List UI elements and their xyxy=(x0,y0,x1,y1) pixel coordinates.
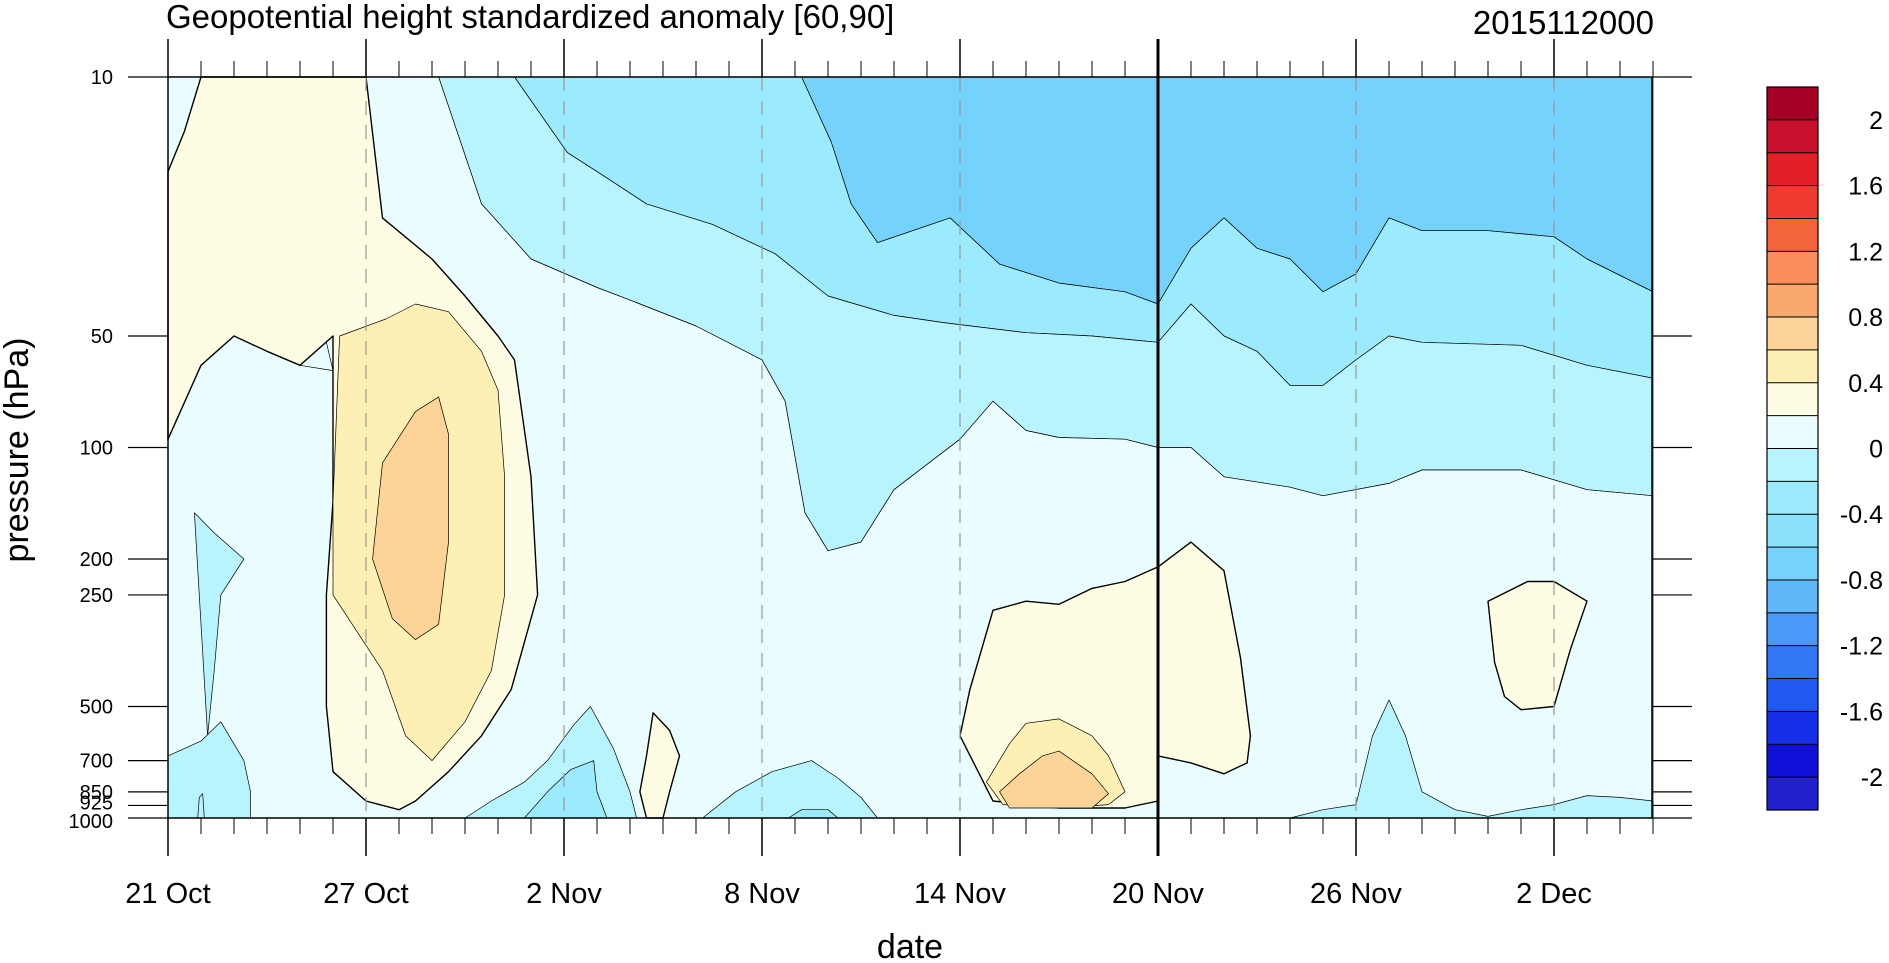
colorbar-box-20 xyxy=(1767,744,1818,778)
x-tick-label-3: 8 Nov xyxy=(724,878,800,910)
colorbar-box-9 xyxy=(1767,382,1818,417)
x-tick-label-6: 26 Nov xyxy=(1310,878,1402,910)
colorbar-box-16 xyxy=(1767,612,1818,647)
colorbar-box-11 xyxy=(1767,448,1818,482)
colorbar-box-0 xyxy=(1767,87,1818,121)
x-tick-label-4: 14 Nov xyxy=(914,878,1006,910)
colorbar-label-6: -0.4 xyxy=(1840,501,1883,529)
colorbar-box-5 xyxy=(1767,251,1818,285)
colorbar-box-4 xyxy=(1767,218,1818,252)
contour-region-11 xyxy=(1487,580,1588,711)
analysis-date-label: 2015112000 xyxy=(1473,4,1654,41)
x-tick-label-7: 2 Dec xyxy=(1516,878,1592,910)
colorbar-box-7 xyxy=(1767,317,1818,351)
colorbar-label-2: 1.2 xyxy=(1848,238,1883,266)
contour-region-19 xyxy=(1289,699,1654,819)
colorbar-box-15 xyxy=(1767,579,1818,614)
contour-region-6 xyxy=(372,396,449,640)
contour-region-9 xyxy=(999,750,1109,809)
y-tick-label-0: 10 xyxy=(91,67,113,89)
colorbar-box-1 xyxy=(1767,119,1818,154)
y-tick-label-8: 925 xyxy=(80,792,113,814)
contour-region-17 xyxy=(702,760,878,819)
colorbar-label-0: 2 xyxy=(1869,107,1883,135)
colorbar: 2 1.6 1.2 0.8 0.4 0 -0.4 -0.8 -1.2 -1.6 -2 xyxy=(1766,86,1883,811)
colorbar-box-18 xyxy=(1767,678,1818,712)
colorbar-box-8 xyxy=(1767,349,1818,384)
y-tick-label-6: 700 xyxy=(80,751,113,773)
x-tick-labels: 21 Oct 27 Oct 2 Nov 8 Nov 14 Nov 20 Nov 26 Nov… xyxy=(125,878,1592,910)
x-tick-label-1: 27 Oct xyxy=(323,878,408,910)
x-tick-label-0: 21 Oct xyxy=(125,878,210,910)
chart-title: Geopotential height standardized anomaly… xyxy=(166,0,894,35)
y-tick-label-2: 100 xyxy=(80,438,113,460)
colorbar-label-9: -1.6 xyxy=(1840,698,1883,726)
colorbar-label-4: 0.4 xyxy=(1848,370,1883,398)
colorbar-label-3: 0.8 xyxy=(1848,304,1883,332)
colorbar-box-2 xyxy=(1767,152,1818,187)
colorbar-label-1: 1.6 xyxy=(1848,173,1883,201)
y-tick-label-5: 500 xyxy=(80,696,113,718)
axes xyxy=(128,39,1692,856)
y-tick-label-9: 1000 xyxy=(69,811,114,833)
x-tick-label-5: 20 Nov xyxy=(1112,878,1204,910)
colorbar-box-21 xyxy=(1767,777,1818,811)
colorbar-box-17 xyxy=(1767,645,1818,680)
colorbar-box-3 xyxy=(1767,185,1818,219)
colorbar-frame xyxy=(1766,86,1819,811)
x-tick-label-2: 2 Nov xyxy=(526,878,602,910)
contour-region-10 xyxy=(1157,541,1252,775)
colorbar-label-10: -2 xyxy=(1861,764,1883,792)
colorbar-label-7: -0.8 xyxy=(1840,567,1883,595)
colorbar-box-12 xyxy=(1767,481,1818,515)
y-tick-label-3: 200 xyxy=(80,549,113,571)
y-tick-label-1: 50 xyxy=(91,326,113,348)
x-axis-label: date xyxy=(877,928,943,963)
y-axis-label: pressure (hPa) xyxy=(0,338,36,563)
date-gridlines xyxy=(365,39,1555,856)
colorbar-box-13 xyxy=(1767,514,1818,548)
y-tick-label-4: 250 xyxy=(80,585,113,607)
colorbar-box-6 xyxy=(1767,284,1818,318)
colorbar-label-8: -1.2 xyxy=(1840,633,1883,661)
y-tick-label-7: 850 xyxy=(80,782,113,804)
colorbar-label-5: 0 xyxy=(1869,436,1883,464)
colorbar-box-19 xyxy=(1767,711,1818,745)
colorbar-box-10 xyxy=(1767,415,1818,449)
contour-fill-layer xyxy=(167,76,1654,819)
colorbar-box-14 xyxy=(1767,547,1818,581)
